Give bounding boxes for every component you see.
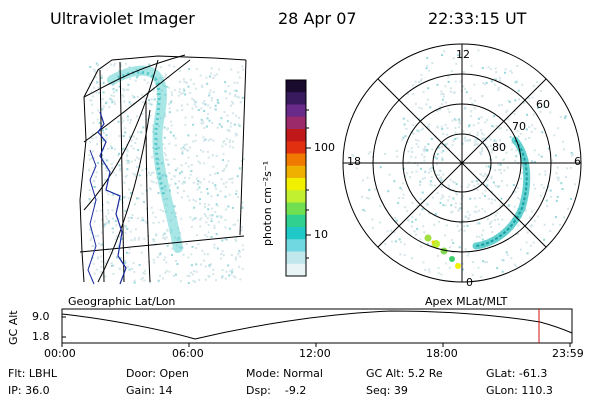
time-tick-2359: 23:59 bbox=[552, 347, 584, 360]
colorbar-segment bbox=[286, 153, 306, 167]
mlt-label-18: 18 bbox=[347, 155, 361, 168]
polar-grid bbox=[342, 43, 582, 283]
aurora-arc-left bbox=[107, 65, 183, 253]
aurora-speckle-left bbox=[88, 62, 245, 284]
coastline bbox=[97, 111, 127, 285]
mode-status: Mode: Normal bbox=[246, 367, 323, 380]
altitude-axis-label: GC Alt bbox=[7, 310, 20, 345]
left-panel-label: Geographic Lat/Lon bbox=[68, 295, 176, 308]
lat-label-70: 70 bbox=[512, 120, 526, 133]
glon-status: GLon: 110.3 bbox=[486, 384, 553, 397]
time-tick-0600: 06:00 bbox=[172, 347, 204, 360]
glat-status: GLat: -61.3 bbox=[486, 367, 548, 380]
colorbar-segment bbox=[286, 190, 306, 203]
colorbar-segment bbox=[286, 116, 306, 130]
colorbar-segment bbox=[286, 263, 306, 277]
colorbar-segment bbox=[286, 214, 306, 228]
time-tick-0000: 00:00 bbox=[44, 347, 76, 360]
polar-panel bbox=[342, 43, 582, 283]
aurora-speckle-right bbox=[351, 48, 577, 278]
colorbar-segment bbox=[286, 92, 306, 105]
colorbar-segment bbox=[286, 80, 306, 93]
lat-label-80: 80 bbox=[492, 141, 506, 154]
lat-label-60: 60 bbox=[536, 98, 550, 111]
time-tick-1200: 12:00 bbox=[299, 347, 331, 360]
altitude-curve bbox=[61, 310, 573, 340]
ip-status: IP: 36.0 bbox=[8, 384, 50, 397]
lat-lon-grid bbox=[79, 54, 247, 283]
gain-status: Gain: 14 bbox=[126, 384, 173, 397]
colorbar-segment bbox=[286, 251, 306, 265]
colorbar-segment bbox=[286, 239, 306, 252]
colorbar-segment bbox=[286, 165, 306, 179]
colorbar-segment bbox=[286, 227, 306, 240]
aurora-bright-spots bbox=[424, 234, 461, 269]
mlt-label-12: 12 bbox=[456, 48, 470, 61]
colorbar-segment bbox=[286, 202, 306, 216]
colorbar-unit-label: photon cm⁻²s⁻¹ bbox=[261, 160, 274, 246]
filter-status: Flt: LBHL bbox=[8, 367, 57, 380]
dsp-status: Dsp: -9.2 bbox=[246, 384, 307, 397]
colorbar-segment bbox=[286, 141, 306, 154]
colorbar-tick-10: 10 bbox=[314, 228, 328, 241]
gc-alt-status: GC Alt: 5.2 Re bbox=[366, 367, 443, 380]
seq-status: Seq: 39 bbox=[366, 384, 408, 397]
time-tick-1800: 18:00 bbox=[426, 347, 458, 360]
time-label: 22:33:15 UT bbox=[428, 9, 527, 28]
right-panel-label: Apex MLat/MLT bbox=[425, 295, 508, 308]
altitude-tick-low: 1.8 bbox=[32, 330, 50, 343]
altitude-tick-high: 9.0 bbox=[32, 310, 50, 323]
colorbar-segment bbox=[286, 104, 306, 118]
colorbar-segment bbox=[286, 178, 306, 191]
colorbar-tick-100: 100 bbox=[314, 141, 335, 154]
mlt-label-6: 6 bbox=[574, 155, 581, 168]
geographic-map-panel bbox=[79, 54, 247, 285]
mlt-label-0: 0 bbox=[466, 276, 473, 289]
colorbar-segment bbox=[286, 129, 306, 142]
date-label: 28 Apr 07 bbox=[278, 9, 357, 28]
colorbar bbox=[285, 79, 311, 277]
altitude-plot bbox=[61, 308, 573, 347]
instrument-title: Ultraviolet Imager bbox=[50, 9, 195, 28]
door-status: Door: Open bbox=[126, 367, 189, 380]
